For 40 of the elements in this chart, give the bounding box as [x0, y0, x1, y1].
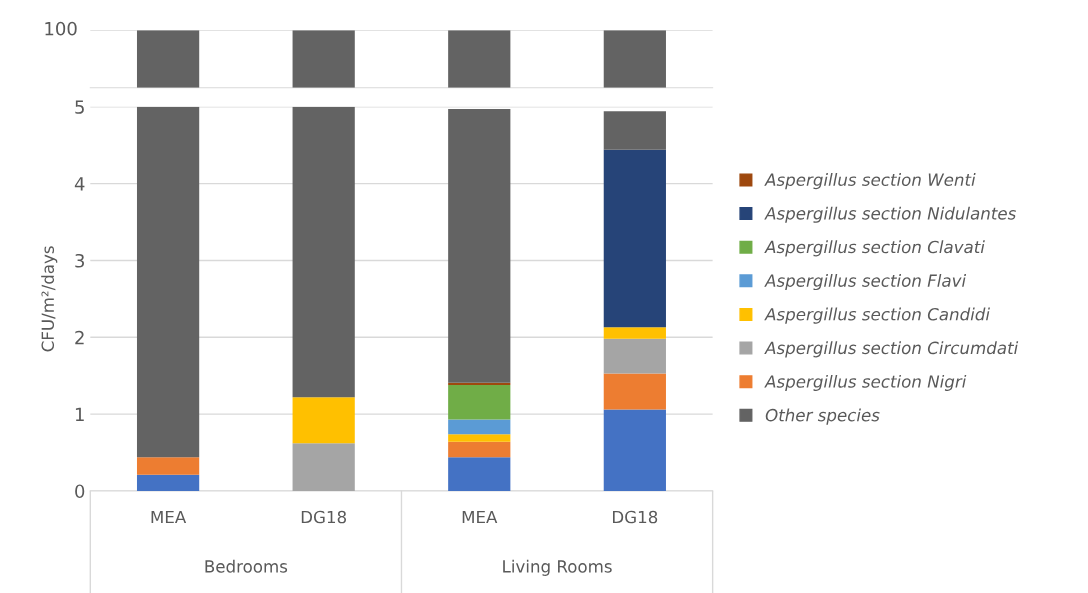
bar [136, 457, 200, 475]
bar [603, 373, 666, 410]
text: 100 [45, 21, 77, 36]
bar [448, 457, 511, 491]
bar [603, 327, 666, 339]
bar [603, 149, 666, 328]
legend-label: Aspergillus section Circumdati [764, 341, 1019, 358]
text: Living Rooms [503, 559, 612, 576]
y-tick-label: 4 [74, 177, 85, 191]
x-tick-label: MEA [462, 510, 498, 524]
bar [603, 111, 666, 150]
y-tick-label: 2 [75, 330, 84, 345]
bar [136, 474, 200, 491]
y-tick-label: 0 [75, 484, 85, 499]
legend-label: Aspergillus section Clavati [764, 240, 985, 257]
legend-label: Aspergillus section Wenti [764, 173, 976, 190]
bar [448, 109, 511, 383]
bar [292, 397, 355, 444]
y-tick-label: 3 [75, 253, 84, 268]
bar [448, 434, 511, 442]
bar [603, 338, 666, 374]
text: Bedrooms [205, 559, 288, 573]
y-axis-title: CFU/m²/days [41, 246, 58, 352]
legend-label: Aspergillus section Nidulantes [764, 206, 1016, 223]
bar [603, 409, 666, 491]
bar [136, 106, 200, 458]
legend-label: Other species [765, 408, 880, 425]
bar [292, 443, 355, 491]
y-tick-label: 5 [75, 100, 84, 114]
bar [448, 384, 511, 420]
x-tick-label: DG18 [301, 510, 347, 524]
legend-label: Aspergillus section Nigri [764, 374, 967, 392]
bar [448, 419, 511, 435]
legend-label: Aspergillus section Flavi [764, 273, 967, 291]
x-tick-label: MEA [151, 510, 187, 524]
bar [448, 441, 511, 458]
y-tick-label: 1 [75, 407, 84, 422]
legend-label: Aspergillus section Candidi [764, 307, 990, 324]
bar [292, 106, 355, 398]
x-tick-label: DG18 [613, 510, 658, 524]
